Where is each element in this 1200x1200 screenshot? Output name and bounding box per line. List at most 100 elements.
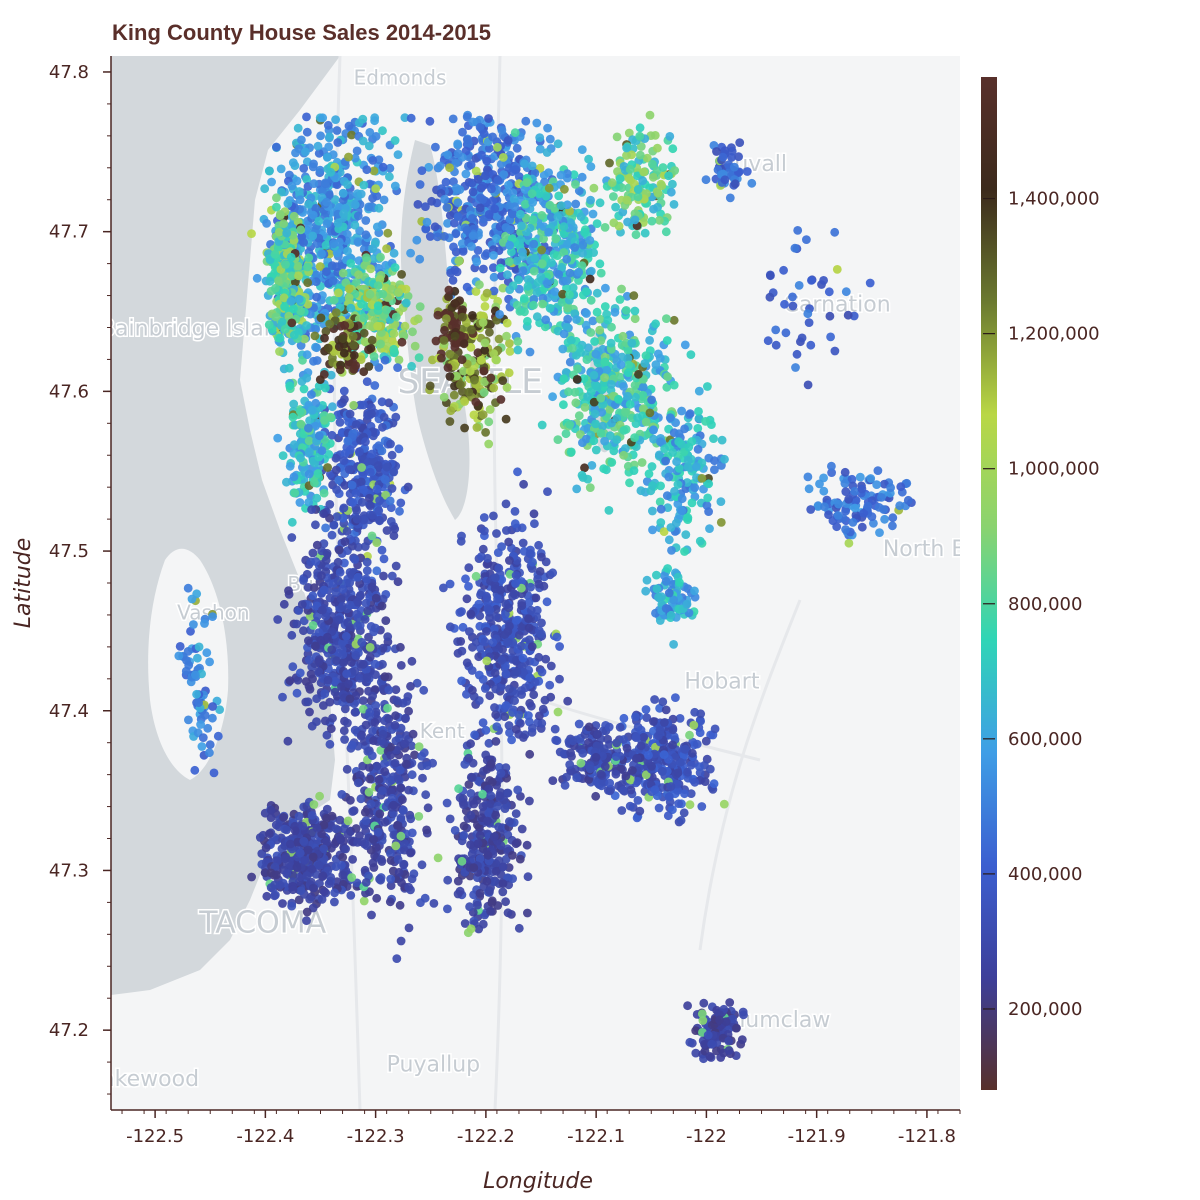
- scatter-point: [481, 428, 490, 437]
- scatter-point: [542, 148, 552, 157]
- scatter-point: [319, 585, 329, 595]
- scatter-point: [453, 212, 463, 222]
- scatter-point: [612, 435, 622, 444]
- scatter-point: [623, 368, 633, 377]
- scatter-point: [356, 794, 366, 804]
- scatter-point: [528, 215, 538, 225]
- scatter-point: [470, 730, 479, 740]
- scatter-point: [353, 572, 363, 582]
- scatter-point: [325, 132, 334, 142]
- scatter-point: [359, 180, 369, 190]
- scatter-point: [353, 838, 362, 847]
- scatter-point: [629, 291, 639, 300]
- scatter-point: [407, 770, 417, 780]
- scatter-point: [559, 374, 569, 384]
- scatter-point: [565, 290, 574, 299]
- scatter-point: [625, 399, 635, 409]
- scatter-point: [577, 145, 587, 155]
- scatter-point: [344, 121, 354, 131]
- scatter-point: [559, 222, 569, 232]
- scatter-point: [530, 253, 540, 263]
- scatter-point: [661, 456, 670, 466]
- scatter-point: [510, 507, 520, 516]
- scatter-point: [339, 209, 348, 219]
- scatter-point: [345, 578, 355, 587]
- scatter-point: [474, 599, 484, 609]
- scatter-point: [397, 270, 406, 279]
- scatter-point: [350, 153, 360, 163]
- scatter-point: [375, 809, 385, 819]
- scatter-point: [288, 412, 298, 422]
- scatter-point: [278, 899, 287, 908]
- scatter-point: [318, 605, 327, 615]
- scatter-point: [538, 704, 548, 714]
- scatter-point: [572, 315, 581, 324]
- scatter-point: [414, 812, 424, 821]
- scatter-point: [362, 557, 372, 567]
- scatter-point: [577, 172, 587, 182]
- scatter-point: [364, 763, 374, 772]
- scatter-point: [510, 696, 519, 706]
- scatter-point: [668, 179, 677, 189]
- scatter-point: [456, 536, 466, 546]
- scatter-point: [294, 271, 303, 281]
- scatter-point: [488, 638, 498, 647]
- scatter-point: [401, 298, 411, 308]
- scatter-point: [322, 197, 331, 207]
- scatter-point: [362, 673, 372, 682]
- scatter-point: [287, 181, 297, 191]
- scatter-point: [464, 387, 474, 397]
- scatter-point: [544, 183, 554, 193]
- scatter-point: [289, 330, 299, 340]
- scatter-point: [464, 563, 474, 573]
- scatter-point: [592, 307, 602, 317]
- scatter-point: [318, 186, 327, 196]
- scatter-point: [305, 447, 314, 457]
- scatter-point: [389, 467, 399, 477]
- scatter-point: [378, 162, 388, 172]
- scatter-point: [468, 117, 478, 127]
- scatter-point: [381, 616, 391, 625]
- scatter-point: [247, 229, 256, 239]
- scatter-point: [414, 742, 424, 751]
- scatter-point: [353, 778, 363, 788]
- scatter-point: [368, 193, 377, 203]
- scatter-point: [563, 303, 572, 313]
- scatter-point: [365, 289, 375, 299]
- scatter-point: [604, 506, 614, 515]
- scatter-point: [462, 135, 472, 145]
- scatter-point: [442, 203, 452, 212]
- scatter-point: [340, 735, 349, 744]
- scatter-point: [669, 200, 679, 209]
- scatter-point: [309, 883, 318, 893]
- scatter-point: [537, 420, 547, 430]
- scatter-point: [288, 885, 298, 895]
- scatter-point: [501, 499, 511, 509]
- scatter-point: [366, 467, 375, 477]
- scatter-point: [509, 589, 519, 598]
- scatter-point: [292, 688, 302, 698]
- scatter-point: [403, 291, 413, 301]
- scatter-point: [518, 266, 528, 276]
- scatter-point: [326, 167, 336, 177]
- scatter-point: [280, 854, 290, 863]
- scatter-point: [357, 299, 366, 309]
- scatter-point: [630, 215, 640, 225]
- scatter-point: [487, 184, 496, 194]
- scatter-point: [663, 372, 672, 382]
- scatter-point: [350, 200, 360, 210]
- scatter-point: [524, 711, 533, 720]
- scatter-point: [492, 722, 502, 731]
- scatter-point: [308, 231, 318, 241]
- scatter-point: [497, 655, 507, 665]
- scatter-point: [662, 314, 671, 323]
- scatter-point: [382, 341, 392, 351]
- scatter-point: [302, 112, 311, 122]
- scatter-point: [422, 825, 431, 835]
- scatter-point: [396, 498, 406, 508]
- scatter-point: [704, 507, 713, 516]
- scatter-point: [335, 418, 345, 427]
- scatter-point: [518, 538, 528, 548]
- scatter-point: [369, 863, 379, 872]
- scatter-point: [252, 273, 262, 283]
